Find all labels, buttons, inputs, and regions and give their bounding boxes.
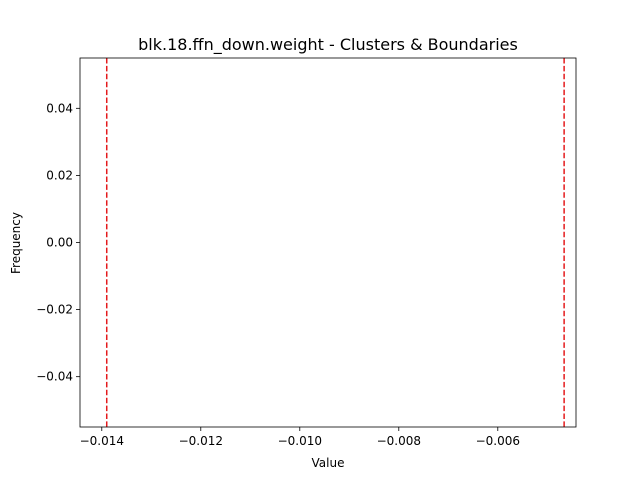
y-tick-label: 0.04 (46, 101, 73, 115)
y-tick-label: 0.02 (46, 168, 73, 182)
x-tick-label: −0.008 (377, 434, 421, 448)
y-tick-label: −0.02 (36, 303, 73, 317)
plot-area: −0.014 −0.012 −0.010 −0.008 −0.006 0.04 0.02 0.… (36, 57, 577, 448)
y-tick-label: 0.00 (46, 236, 73, 250)
y-axis-label: Frequency (9, 212, 23, 274)
x-tick-label: −0.006 (476, 434, 520, 448)
x-tick-label: −0.014 (80, 434, 124, 448)
y-tick-label: −0.04 (36, 370, 73, 384)
x-tick-label: −0.010 (278, 434, 322, 448)
x-axis-label: Value (312, 456, 345, 470)
chart-title: blk.18.ffn_down.weight - Clusters & Boun… (138, 35, 518, 55)
x-tick-label: −0.012 (179, 434, 223, 448)
